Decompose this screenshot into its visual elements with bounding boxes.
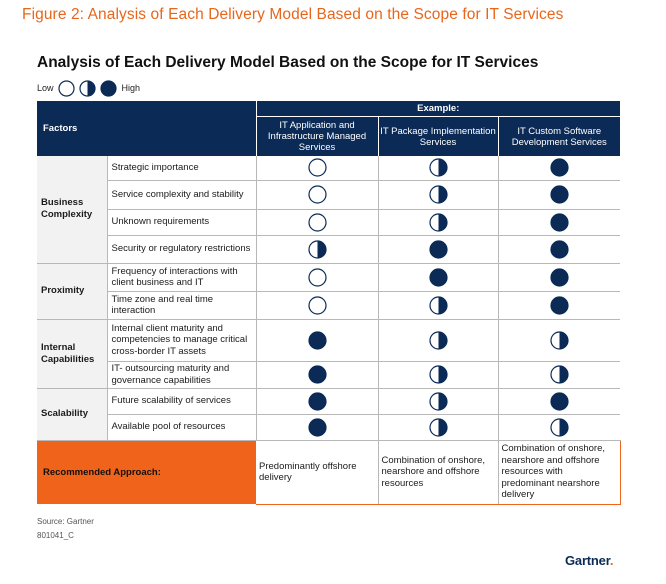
rating-icon (550, 295, 569, 315)
column-header: IT Package Implementation Services (378, 116, 499, 156)
factor-label: Frequency of interactions with client bu… (107, 263, 257, 292)
rating-icon (428, 330, 448, 350)
factor-label: IT- outsourcing maturity and governance … (107, 361, 257, 389)
document-id: 801041_C (37, 531, 74, 540)
group-label: Proximity (37, 263, 108, 320)
legend-full-circle-icon (99, 79, 117, 97)
rating-icon (550, 391, 569, 411)
rating-icon (307, 212, 327, 232)
table-row: Time zone and real time interaction (37, 291, 621, 320)
table-row: Scalability Future scalability of servic… (37, 388, 621, 441)
group-label: Business Complexity (37, 156, 108, 264)
rating-icon (307, 185, 327, 204)
rating-icon (307, 295, 327, 315)
rating-icon (550, 267, 569, 287)
rating-icon (307, 158, 327, 177)
recommended-label: Recommended Approach: (37, 440, 257, 504)
figure-title: Figure 2: Analysis of Each Delivery Mode… (22, 6, 564, 23)
factor-label: Unknown requirements (107, 209, 257, 236)
source-note: Source: Gartner (37, 517, 94, 526)
rating-icon (428, 212, 448, 232)
rating-icon (550, 212, 569, 232)
factor-label: Strategic importance (107, 156, 257, 181)
rating-icon (550, 417, 569, 437)
table-row: Unknown requirements (37, 209, 621, 236)
table-row: Security or regulatory restrictions (37, 235, 621, 264)
recommended-text: Predominantly offshore delivery (256, 439, 379, 505)
rating-icon (550, 365, 569, 384)
rating-icon (307, 239, 327, 259)
legend: Low High (37, 79, 141, 97)
recommended-text: Combination of onshore, nearshore and of… (378, 439, 499, 505)
table-row: Internal Capabilities Internal client ma… (37, 319, 621, 389)
recommended-text: Combination of onshore, nearshore and of… (498, 439, 621, 505)
factor-label: Time zone and real time interaction (107, 291, 257, 320)
legend-half-circle-icon (78, 79, 96, 97)
rating-icon (550, 185, 569, 204)
factor-label: Internal client maturity and competencie… (107, 319, 257, 362)
rating-icon (428, 417, 448, 437)
group-label: Internal Capabilities (37, 319, 108, 389)
rating-icon (307, 391, 327, 411)
table-row: Proximity Frequency of interactions with… (37, 263, 621, 320)
column-header: IT Application and Infrastructure Manage… (256, 116, 379, 156)
rating-icon (428, 239, 448, 259)
factors-header: Factors (37, 101, 257, 156)
delivery-model-table: Factors Example: IT Application and Infr… (37, 101, 621, 505)
group-label: Scalability (37, 388, 108, 441)
legend-empty-circle-icon (57, 79, 75, 97)
brand-dot: . (609, 553, 614, 568)
rating-icon (550, 330, 569, 350)
legend-high-label: High (121, 83, 141, 93)
rating-icon (428, 158, 448, 177)
rating-icon (550, 239, 569, 259)
table-row: IT- outsourcing maturity and governance … (37, 361, 621, 389)
recommended-row: Recommended Approach: Predominantly offs… (37, 439, 621, 505)
table-row: Available pool of resources (37, 414, 621, 441)
rating-icon (307, 267, 327, 287)
column-header: IT Custom Software Development Services (498, 116, 621, 156)
rating-icon (428, 267, 448, 287)
rating-icon (550, 158, 569, 177)
factor-label: Future scalability of services (107, 388, 257, 415)
gartner-logo: Gartner. (565, 553, 613, 568)
rating-icon (307, 330, 327, 350)
table-row: Service complexity and stability (37, 180, 621, 210)
factor-label: Security or regulatory restrictions (107, 235, 257, 264)
table-row: Business Complexity Strategic importance (37, 156, 621, 264)
brand-name: Gartner (565, 553, 610, 568)
rating-icon (428, 391, 448, 411)
example-header: Example: (256, 101, 621, 117)
legend-low-label: Low (37, 83, 54, 93)
chart-title: Analysis of Each Delivery Model Based on… (37, 54, 539, 71)
rating-icon (307, 417, 327, 437)
factor-label: Available pool of resources (107, 414, 257, 441)
rating-icon (428, 365, 448, 384)
rating-icon (428, 185, 448, 204)
factor-label: Service complexity and stability (107, 180, 257, 210)
rating-icon (307, 365, 327, 384)
rating-icon (428, 295, 448, 315)
